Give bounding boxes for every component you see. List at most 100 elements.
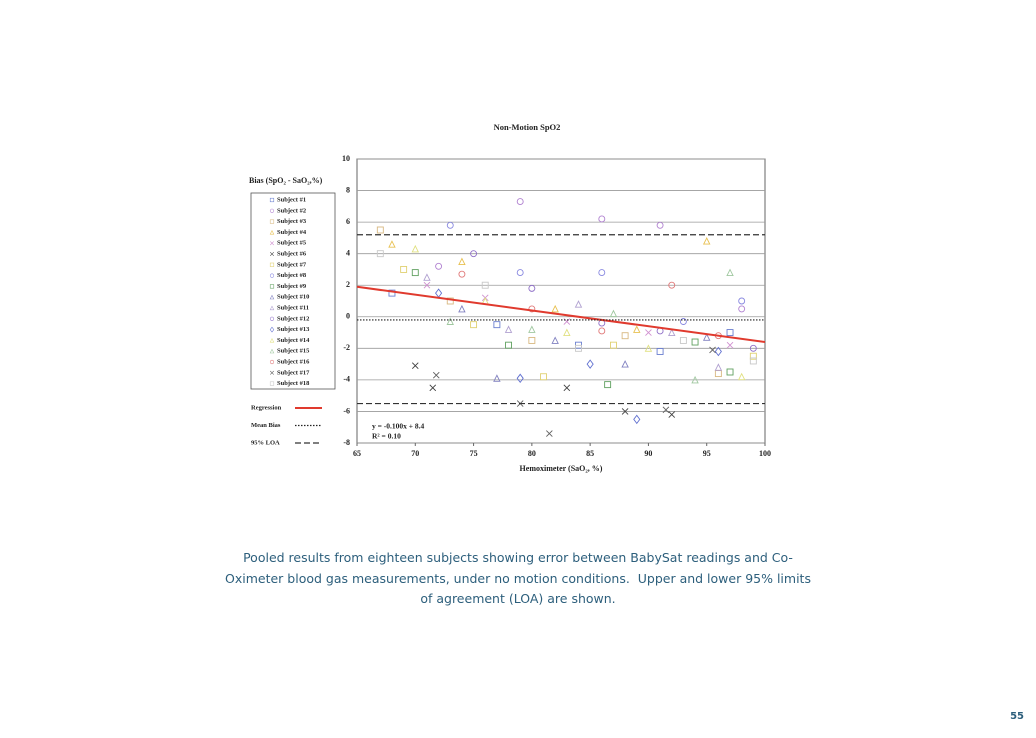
data-point: [400, 265, 408, 273]
legend-label: Subject #8: [277, 272, 307, 279]
chart: Non-Motion SpO2 Bias (SpO₂ - SaO₂,%) Hem…: [249, 122, 771, 473]
legend-marker: [269, 305, 275, 311]
legend-label: Subject #2: [277, 207, 306, 214]
data-point: [738, 297, 746, 305]
legend-label: Subject #16: [277, 358, 310, 365]
legend-label: Subject #5: [277, 240, 307, 247]
x-tick-label: 70: [411, 449, 419, 458]
data-point: [388, 240, 396, 248]
x-tick-label: 95: [703, 449, 711, 458]
legend-label: Subject #17: [277, 369, 310, 376]
legend-marker: [269, 219, 275, 224]
data-point: [714, 363, 723, 371]
data-point: [493, 321, 501, 329]
data-point: [411, 244, 420, 253]
legend-label: Subject #7: [277, 261, 307, 268]
data-point: [726, 268, 734, 277]
data-point: [668, 411, 676, 418]
y-tick-label: 2: [346, 280, 350, 289]
data-point: [645, 329, 652, 336]
data-point: [621, 360, 629, 368]
data-point: [388, 289, 396, 297]
legend-label: Subject #10: [277, 294, 309, 301]
x-tick-label: 80: [528, 449, 536, 458]
data-point: [429, 384, 437, 392]
legend-label: Subject #12: [277, 315, 309, 322]
data-point: [749, 344, 757, 352]
data-point: [691, 375, 699, 384]
legend-marker: [269, 359, 275, 365]
data-point: [470, 250, 478, 258]
data-point: [540, 373, 547, 381]
data-point: [662, 406, 670, 414]
data-point: [423, 273, 431, 281]
data-point: [563, 328, 571, 337]
legend-marker: [269, 229, 275, 235]
x-tick-label: 65: [353, 449, 361, 458]
data-point: [458, 270, 466, 278]
x-tick-label: 100: [759, 449, 771, 458]
legend-marker: [269, 284, 275, 289]
data-point: [749, 352, 757, 360]
legend-label: Subject #3: [277, 218, 307, 225]
legend-marker: [270, 252, 274, 256]
legend-label: Subject #1: [277, 196, 306, 203]
x-tick-label: 90: [644, 449, 652, 458]
legend-label: Subject #14: [277, 337, 310, 344]
x-tick-label: 85: [586, 449, 594, 458]
y-tick-label: 0: [346, 312, 350, 321]
data-point: [516, 269, 524, 277]
y-tick-label: -8: [343, 438, 350, 447]
annotation: R² = 0.10: [372, 432, 401, 441]
data-point: [446, 297, 454, 305]
data-point: [738, 305, 746, 313]
data-point: [633, 325, 641, 333]
data-point: [411, 362, 419, 370]
data-point: [528, 305, 536, 313]
data-point: [679, 318, 687, 325]
chart-title: Non-Motion SpO2: [494, 122, 561, 132]
data-point: [679, 336, 687, 344]
data-point: [702, 333, 711, 341]
data-point: [737, 372, 746, 381]
data-point: [668, 281, 676, 289]
data-point: [610, 341, 617, 349]
data-point: [668, 328, 676, 337]
y-tick-label: -2: [343, 343, 350, 352]
data-point: [726, 329, 734, 337]
data-point: [609, 309, 618, 318]
legend-marker: [269, 294, 275, 300]
y-tick-label: 4: [346, 248, 350, 257]
legend-label: Subject #13: [277, 326, 310, 333]
data-point: [458, 257, 466, 266]
data-point: [656, 221, 664, 229]
data-point: [598, 215, 606, 223]
plot-area: [356, 158, 766, 444]
data-point: [505, 341, 512, 349]
caption-line: of agreement (LOA) are shown.: [420, 591, 616, 606]
legend-marker: [269, 197, 275, 203]
legend-label: Subject #15: [277, 348, 310, 355]
legend-label: Subject #11: [277, 304, 309, 311]
data-point: [528, 325, 536, 333]
data-point: [423, 281, 431, 289]
page-number: 55: [1010, 711, 1024, 722]
data-point: [621, 332, 629, 340]
data-point: [551, 304, 559, 313]
data-point: [546, 430, 553, 437]
legend-label: Mean Bias: [251, 422, 281, 429]
data-point: [604, 381, 612, 389]
legend-marker: [270, 241, 274, 246]
data-point: [411, 269, 419, 277]
y-tick-label: 6: [346, 217, 350, 226]
data-point: [644, 344, 653, 352]
data-point: [575, 344, 582, 352]
data-point: [726, 368, 734, 376]
legend-label: Subject #18: [277, 380, 310, 387]
legend-marker: [269, 381, 275, 386]
data-point: [481, 281, 489, 289]
data-point: [435, 262, 443, 270]
data-point: [621, 408, 629, 415]
legend-label: 95% LOA: [251, 439, 280, 446]
